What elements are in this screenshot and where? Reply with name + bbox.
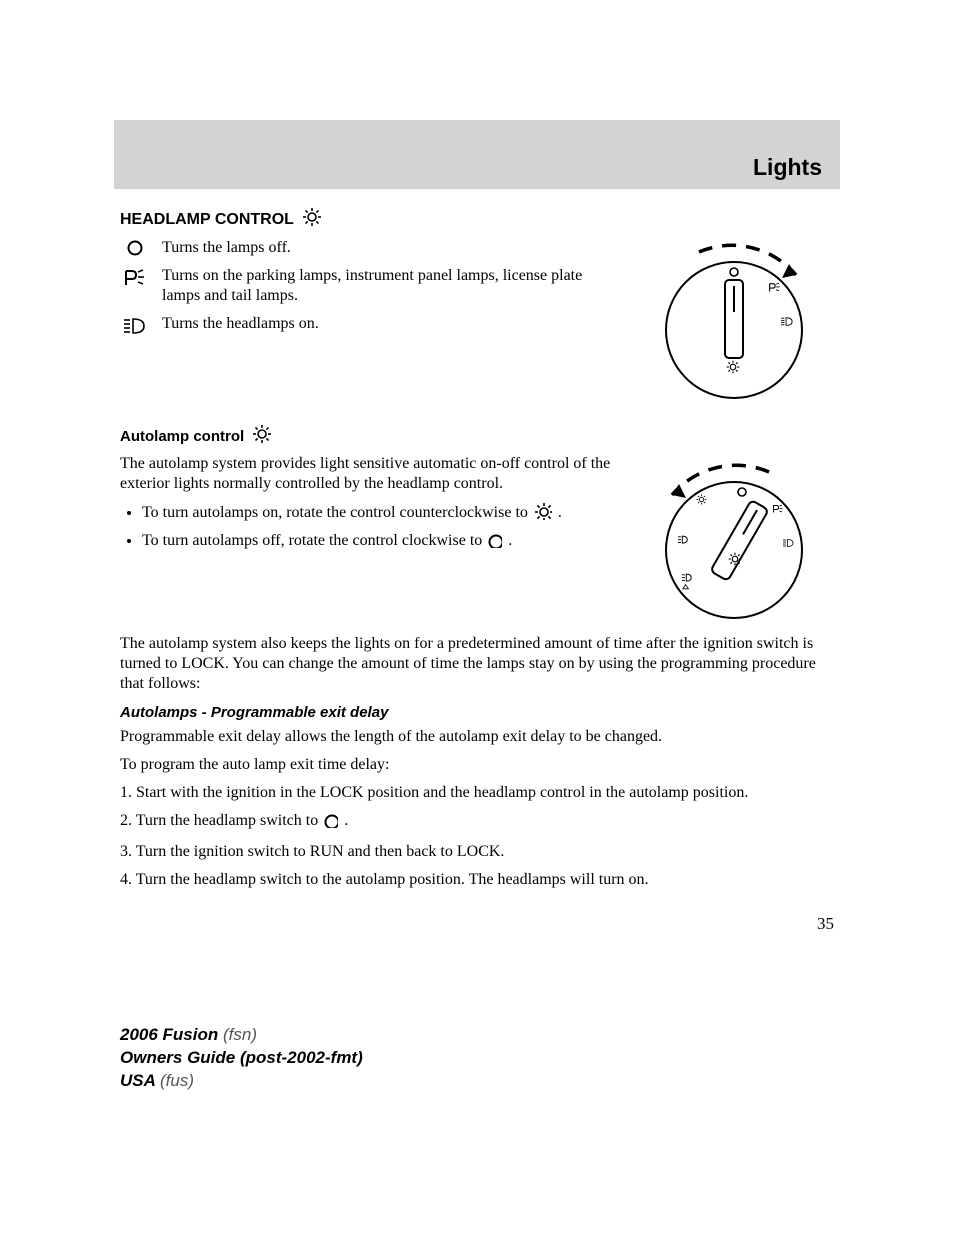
exit-delay-p2: To program the auto lamp exit time delay…	[120, 755, 834, 775]
parking-lamp-icon	[120, 266, 150, 288]
exit-delay-step3: 3. Turn the ignition switch to RUN and t…	[120, 842, 834, 862]
legend-headlamp: Turns the headlamps on.	[120, 314, 616, 336]
autolamp-row: The autolamp system provides light sensi…	[120, 454, 834, 634]
headlamp-dial-diagram	[644, 238, 824, 408]
sun-icon	[252, 424, 272, 448]
footer-guide: Owners Guide (post-2002-fmt)	[120, 1048, 363, 1067]
exit-delay-step2: 2. Turn the headlamp switch to .	[120, 811, 834, 834]
document-page: Lights HEADLAMP CONTROL Turns the lamps …	[0, 0, 954, 1153]
autolamp-bullet-on: To turn autolamps on, rotate the control…	[142, 502, 616, 527]
exit-delay-title: Autolamps - Programmable exit delay	[120, 704, 834, 721]
exit-delay-step1: 1. Start with the ignition in the LOCK p…	[120, 783, 834, 803]
headlamp-row: Turns the lamps off. Turns on the parkin…	[120, 238, 834, 408]
headlamp-icon	[120, 314, 150, 336]
footer-region-code: (fus)	[160, 1071, 194, 1090]
headlamp-section-title: HEADLAMP CONTROL	[120, 207, 834, 232]
autolamp-para1: The autolamp system provides light sensi…	[120, 454, 616, 494]
legend-parking: Turns on the parking lamps, instrument p…	[120, 266, 616, 306]
circle-icon	[488, 534, 502, 555]
circle-icon	[324, 814, 338, 834]
legend-off: Turns the lamps off.	[120, 238, 616, 258]
sun-icon	[302, 207, 322, 232]
exit-delay-step4: 4. Turn the headlamp switch to the autol…	[120, 870, 834, 890]
autolamp-para2: The autolamp system also keeps the light…	[120, 634, 834, 694]
page-number: 35	[120, 914, 834, 934]
autolamp-bullets: To turn autolamps on, rotate the control…	[120, 502, 616, 555]
header-band: Lights	[114, 120, 840, 189]
footer-model: 2006 Fusion	[120, 1025, 223, 1044]
autolamp-bullet-off: To turn autolamps off, rotate the contro…	[142, 531, 616, 555]
footer: 2006 Fusion (fsn) Owners Guide (post-200…	[120, 1024, 834, 1093]
autolamp-section-title: Autolamp control	[120, 424, 834, 448]
circle-icon	[120, 238, 150, 256]
exit-delay-p1: Programmable exit delay allows the lengt…	[120, 727, 834, 747]
footer-region: USA	[120, 1071, 160, 1090]
page-header-title: Lights	[753, 154, 822, 180]
autolamp-dial-diagram	[634, 454, 834, 634]
footer-model-code: (fsn)	[223, 1025, 257, 1044]
sun-icon	[534, 502, 552, 527]
